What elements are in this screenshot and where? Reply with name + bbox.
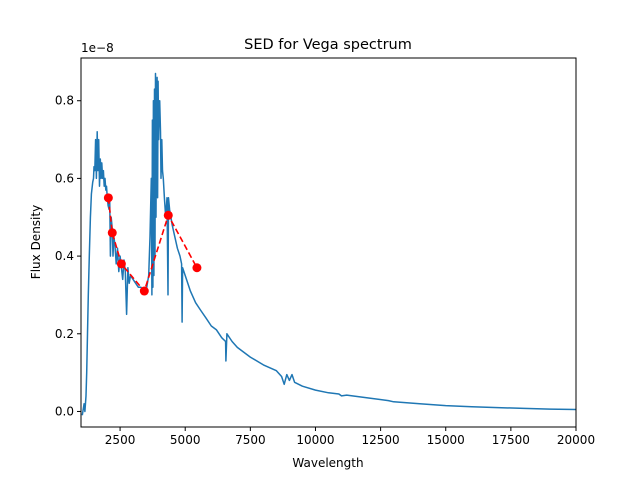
sed-point (192, 263, 202, 273)
x-tick-label: 15000 (427, 433, 465, 447)
x-tick-label: 12500 (362, 433, 400, 447)
axes-frame (80, 57, 577, 428)
sed-point (139, 286, 149, 296)
plot-area (81, 72, 577, 416)
y-tick-label: 0.6 (55, 171, 74, 185)
y-tick-label: 0.2 (55, 327, 74, 341)
x-tick-label: 20000 (557, 433, 595, 447)
chart-title: SED for Vega spectrum (244, 37, 412, 53)
sed-dashed-line (107, 197, 198, 292)
y-tick-label: 0.8 (55, 94, 74, 108)
sed-point (163, 210, 173, 220)
sed-point (107, 228, 117, 238)
spectrum-line (81, 72, 577, 416)
x-tick-label: 5000 (170, 433, 201, 447)
sed-point (103, 193, 113, 203)
x-tick-label: 2500 (105, 433, 136, 447)
x-axis-label: Wavelength (292, 456, 363, 470)
y-axis-ticks: 0.0 0.2 0.4 0.6 0.8 (55, 94, 81, 418)
y-offset-label: 1e−8 (81, 41, 114, 55)
x-tick-label: 7500 (235, 433, 266, 447)
x-tick-label: 10000 (296, 433, 334, 447)
y-axis-label: Flux Density (29, 205, 43, 279)
y-tick-label: 0.0 (55, 404, 74, 418)
sed-point (116, 259, 126, 269)
x-axis-ticks: 2500 5000 7500 10000 12500 15000 17500 20000 (105, 427, 595, 447)
x-tick-label: 17500 (492, 433, 530, 447)
y-tick-label: 0.4 (55, 249, 74, 263)
